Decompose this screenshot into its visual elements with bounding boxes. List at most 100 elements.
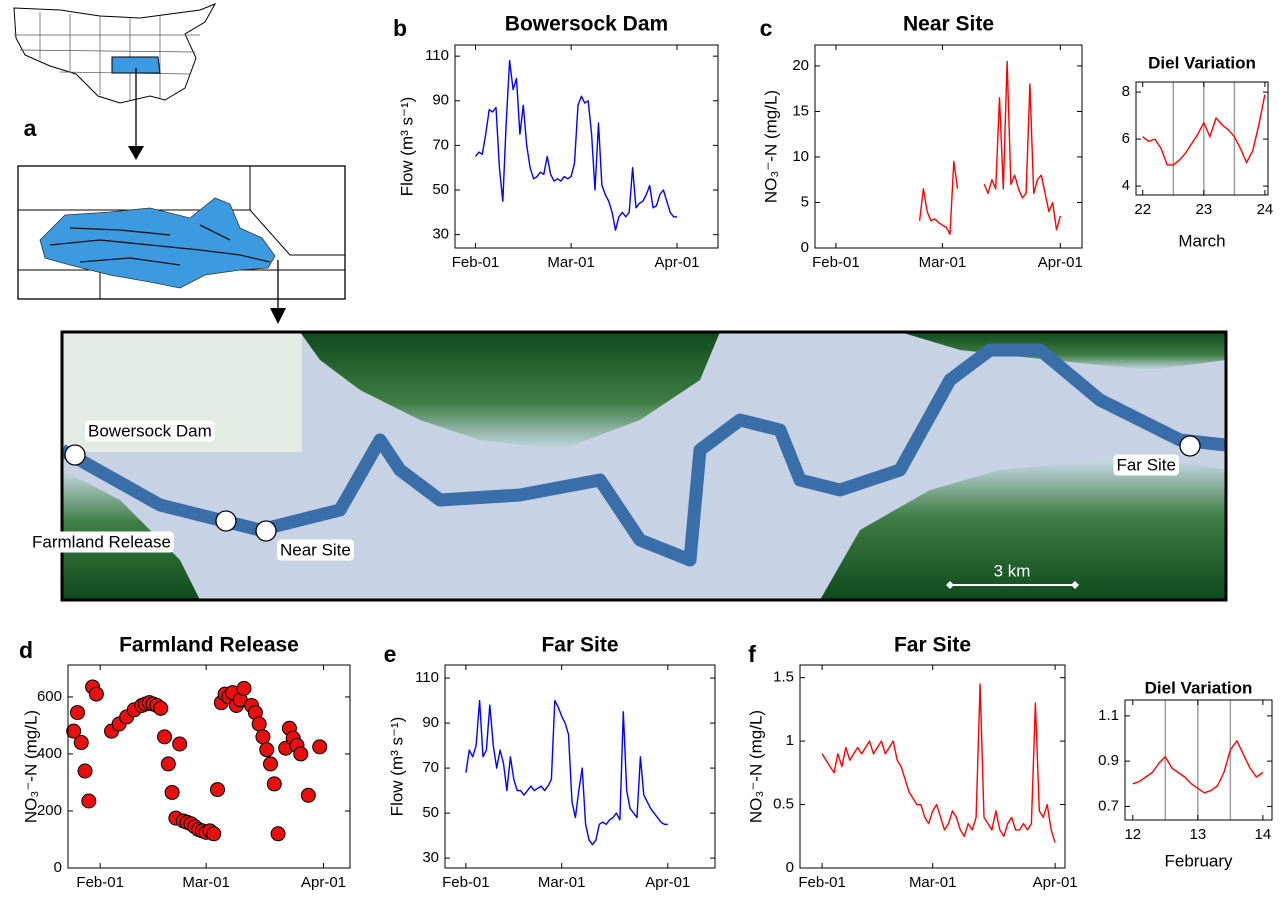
x-tick-label: Feb-01 (76, 874, 124, 891)
site-marker (215, 510, 237, 532)
y-tick-label: 0 (786, 859, 794, 876)
data-point (255, 729, 271, 745)
x-tick-label: 22 (1134, 201, 1151, 218)
site-label: Near Site (280, 540, 351, 559)
site-marker (255, 520, 277, 542)
y-tick-label: 400 (37, 745, 62, 762)
x-tick-label: Apr-01 (301, 874, 346, 891)
chart-panel: 22 23 24 4 6 8 Diel Variation March (1122, 53, 1274, 250)
data-line (918, 60, 1061, 235)
axes-box (799, 664, 1066, 869)
chart-panel: Feb-01 Mar-01 Apr-01 0 5 10 15 20 Near Site NO₃⁻-… (761, 13, 1082, 271)
x-tick-label: Mar-01 (547, 254, 595, 271)
y-tick-label: 1.5 (773, 669, 794, 686)
map-frame (60, 330, 1228, 602)
data-point (172, 736, 188, 752)
x-tick-label: Apr-01 (645, 874, 690, 891)
data-point (153, 700, 169, 716)
x-tick-label: Mar-01 (909, 874, 957, 891)
data-point (164, 784, 180, 800)
basin-map (17, 165, 346, 324)
x-tick-label: Mar-01 (182, 874, 230, 891)
axes-box (1124, 699, 1273, 821)
y-tick-label: 90 (432, 92, 449, 109)
data-point (300, 787, 316, 803)
data-point (266, 776, 282, 792)
axes-box (67, 664, 351, 869)
site-label: Farmland Release (32, 532, 171, 551)
axes-box (444, 664, 716, 869)
y-tick-label: 30 (432, 226, 449, 243)
data-point (81, 793, 97, 809)
map-markers: Bowersock Dam Farmland Release Near Site Fa… (29, 420, 1201, 589)
data-point (73, 735, 89, 751)
scale-label: 3 km (994, 561, 1031, 580)
chart-panel: 12 13 14 0.7 0.9 1.1 Diel Variation February (1098, 678, 1273, 870)
x-axis-label: February (1164, 851, 1233, 870)
y-tick-label: 0.5 (773, 796, 794, 813)
data-point (312, 739, 328, 755)
site-label: Bowersock Dam (88, 421, 212, 440)
panel-label: a (24, 115, 37, 141)
y-tick-label: 0.7 (1098, 797, 1119, 814)
x-tick-label: Apr-01 (654, 254, 699, 271)
site-label-box (29, 531, 174, 553)
data-point (77, 763, 93, 779)
y-tick-label: 50 (422, 804, 439, 821)
x-tick-label: Feb-01 (442, 874, 490, 891)
axes-box (454, 44, 719, 249)
data-point (293, 746, 309, 762)
panel-label: f (748, 641, 756, 667)
site-label-box (1113, 454, 1179, 476)
y-tick-label: 0 (801, 239, 809, 256)
y-tick-label: 0.9 (1098, 752, 1119, 769)
site-marker (1179, 435, 1201, 457)
y-tick-label: 70 (432, 136, 449, 153)
site-map (62, 332, 1226, 600)
x-tick-label: Mar-01 (919, 254, 967, 271)
chart-panel: Feb-01 Mar-01 Apr-01 0 0.5 1 1.5 Far Site NO₃⁻-N… (746, 634, 1077, 891)
site-label-box (85, 420, 215, 442)
data-point (259, 742, 275, 758)
chart-title: Bowersock Dam (505, 13, 668, 36)
data-point (236, 680, 252, 696)
us-map (13, 3, 217, 160)
inset-title: Diel Variation (1148, 53, 1256, 72)
y-tick-label: 90 (422, 714, 439, 731)
y-axis-label: Flow (m³ s⁻¹) (387, 717, 406, 817)
y-axis-label: NO₃⁻-N (mg/L) (21, 710, 40, 823)
y-tick-label: 70 (422, 759, 439, 776)
y-tick-label: 110 (415, 669, 439, 686)
chart-panel: Feb-01 Mar-01 Apr-01 30 50 70 90 110 Bowersock D… (397, 13, 719, 271)
data-point (66, 723, 82, 739)
y-tick-label: 20 (792, 57, 809, 74)
x-tick-label: 13 (1190, 826, 1207, 843)
site-label-box (277, 539, 354, 561)
chart-title: Far Site (894, 634, 971, 657)
x-tick-label: Feb-01 (452, 254, 500, 271)
chart-panel: Feb-01 Mar-01 Apr-01 0 200 400 600 Farmland Rel… (21, 634, 351, 891)
x-axis-label: March (1178, 231, 1225, 250)
axes-box (1135, 81, 1269, 196)
data-point (69, 705, 85, 721)
y-axis-label: NO₃⁻-N (mg/L) (746, 710, 765, 823)
y-tick-label: 30 (422, 849, 439, 866)
x-tick-label: Apr-01 (1038, 254, 1083, 271)
chart-title: Farmland Release (119, 634, 299, 657)
data-line (821, 683, 1056, 843)
chart-panel: Feb-01 Mar-01 Apr-01 30 50 70 90 110 Far Site Flo… (387, 634, 716, 891)
y-tick-label: 1 (786, 732, 794, 749)
data-point (210, 782, 226, 798)
data-point (251, 716, 267, 732)
y-tick-label: 6 (1122, 130, 1130, 147)
data-point (270, 826, 286, 842)
x-tick-label: 14 (1255, 826, 1272, 843)
data-line (1142, 94, 1266, 166)
y-tick-label: 600 (37, 688, 62, 705)
x-tick-label: 23 (1195, 201, 1212, 218)
x-tick-label: Feb-01 (798, 874, 846, 891)
panel-label: d (19, 637, 33, 663)
panel-label: c (760, 15, 773, 41)
data-point (160, 756, 176, 772)
